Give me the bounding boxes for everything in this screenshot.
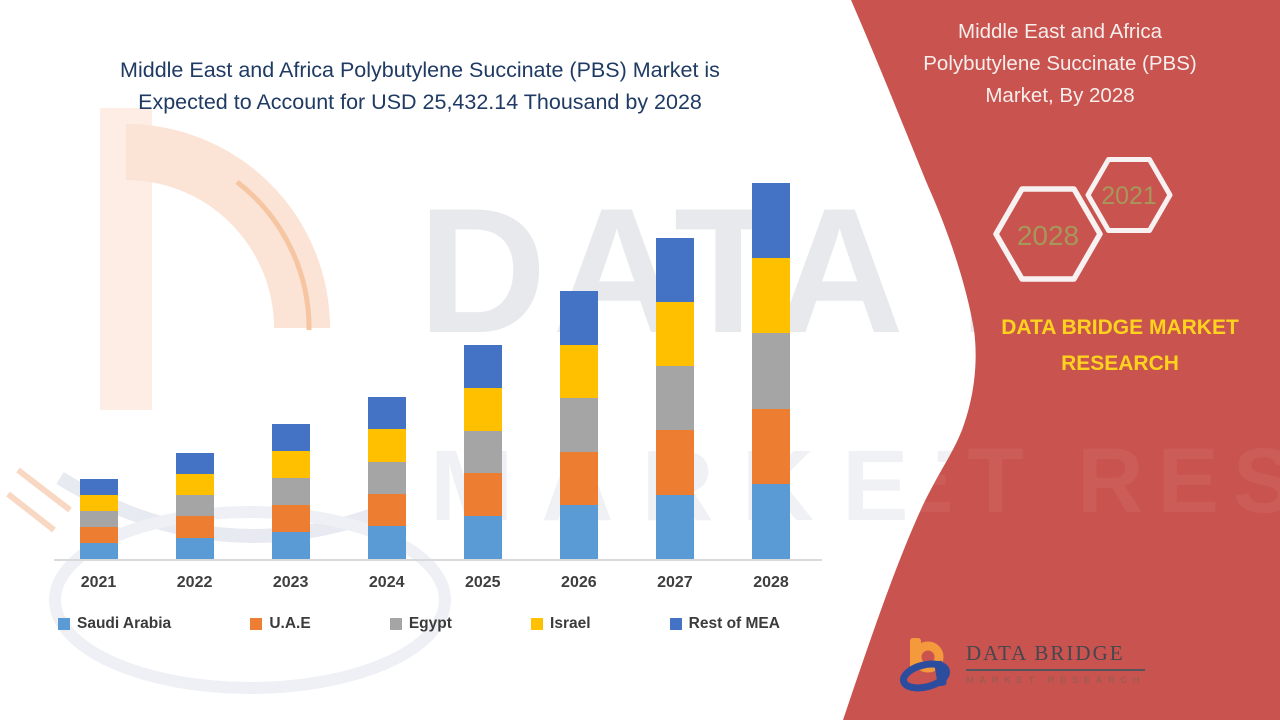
bar-2025-israel	[463, 387, 502, 431]
bar-2028-egypt	[751, 333, 790, 409]
panel-title: Middle East and Africa Polybutylene Succ…	[880, 16, 1240, 111]
bar-2022-rest-of-mea	[175, 452, 214, 475]
bar-2025-egypt	[463, 430, 502, 474]
logo-tagline-text: MARKET RESEARCH	[966, 674, 1146, 686]
bar-2025-saudi-arabia	[463, 516, 502, 559]
x-axis-label-2021: 2021	[80, 574, 117, 591]
bar-2026-saudi-arabia	[559, 505, 598, 559]
legend-item-israel: Israel	[531, 615, 591, 633]
bars-area	[79, 183, 790, 559]
bar-2027-egypt	[655, 366, 694, 431]
legend-label-egypt: Egypt	[408, 615, 452, 632]
bar-2028-u-a-e	[751, 408, 790, 484]
hexagon-2028: 2028	[993, 186, 1103, 282]
logo-brand-text: DATA BRIDGE	[966, 641, 1146, 671]
bar-2022-egypt	[175, 495, 214, 517]
bar-2023-rest-of-mea	[271, 424, 310, 452]
x-axis-label-2025: 2025	[464, 574, 501, 591]
bar-2021-u-a-e	[79, 526, 118, 543]
x-axis-label-2022: 2022	[176, 574, 213, 591]
chart-legend: Saudi Arabia U.A.E Egypt Israel Rest of MEA	[58, 615, 780, 633]
bar-2028-saudi-arabia	[751, 483, 790, 559]
bar-2024-saudi-arabia	[367, 526, 406, 559]
bar-2021-israel	[79, 494, 118, 511]
panel-title-line2: Polybutylene Succinate (PBS)	[923, 51, 1197, 75]
x-axis-label-2024: 2024	[368, 574, 405, 591]
hexagon-2028-label: 2028	[1017, 220, 1079, 251]
brand-caption: DATA BRIDGE MARKET RESEARCH	[1001, 316, 1239, 375]
legend-label-israel: Israel	[550, 615, 591, 632]
bar-2021-rest-of-mea	[79, 479, 118, 495]
legend-marker-u-a-e	[250, 618, 263, 630]
data-bridge-logo: DATA BRIDGE MARKET RESEARCH	[898, 634, 1146, 692]
bar-2022-saudi-arabia	[175, 537, 214, 559]
bar-2027-u-a-e	[655, 430, 694, 495]
bar-2023-saudi-arabia	[271, 531, 310, 559]
bar-2024-egypt	[367, 461, 406, 495]
chart-title-line1: Middle East and Africa Polybutylene Succ…	[120, 58, 720, 82]
legend-marker-rest-of-mea	[669, 618, 682, 630]
chart-title: Middle East and Africa Polybutylene Succ…	[40, 54, 800, 119]
bar-2028-rest-of-mea	[751, 183, 790, 259]
bar-2023-u-a-e	[271, 504, 310, 532]
bar-2023-egypt	[271, 477, 310, 505]
legend-label-saudi-arabia: Saudi Arabia	[77, 615, 172, 632]
bar-2028-israel	[751, 258, 790, 334]
panel-title-line3: Market, By 2028	[985, 83, 1135, 107]
x-axis-label-2023: 2023	[272, 574, 309, 591]
bar-2024-rest-of-mea	[367, 396, 406, 430]
stacked-bar-chart: Middle East and Africa Polybutylene Succ…	[40, 54, 822, 633]
bar-2021-saudi-arabia	[79, 542, 118, 559]
chart-title-line2: Expected to Account for USD 25,432.14 Th…	[138, 90, 702, 115]
x-axis-line	[54, 559, 822, 561]
legend-marker-israel	[531, 618, 544, 630]
bar-2027-israel	[655, 302, 694, 367]
bar-2022-u-a-e	[175, 516, 214, 538]
data-bridge-logo-icon	[898, 634, 956, 692]
x-axis-label-2028: 2028	[753, 574, 789, 591]
legend-label-rest-of-mea: Rest of MEA	[688, 615, 780, 632]
bar-2023-israel	[271, 451, 310, 478]
bar-2025-rest-of-mea	[463, 344, 502, 388]
bar-2026-egypt	[559, 398, 598, 452]
legend-item-saudi-arabia: Saudi Arabia	[58, 615, 171, 633]
bar-2026-israel	[559, 344, 598, 399]
x-axis-label-2027: 2027	[657, 574, 693, 591]
bar-2026-u-a-e	[559, 451, 598, 506]
hexagon-2021-label: 2021	[1101, 182, 1157, 210]
bar-2024-israel	[367, 429, 406, 462]
bar-2024-u-a-e	[367, 494, 406, 527]
x-axis-label-2026: 2026	[561, 574, 597, 591]
hexagon-2028-outline	[993, 186, 1103, 282]
legend-item-egypt: Egypt	[389, 615, 452, 633]
bar-2026-rest-of-mea	[559, 290, 598, 345]
legend-item-rest-of-mea: Rest of MEA	[669, 615, 780, 633]
bar-2025-u-a-e	[463, 473, 502, 517]
bar-2027-rest-of-mea	[655, 237, 694, 303]
legend-marker-egypt	[389, 618, 402, 630]
legend-marker-saudi-arabia	[58, 618, 70, 630]
legend-item-u-a-e: U.A.E	[250, 615, 311, 633]
panel-title-line1: Middle East and Africa	[958, 20, 1162, 43]
bar-2022-israel	[175, 474, 214, 496]
hexagon-2021-outline	[1085, 157, 1173, 233]
legend-label-u-a-e: U.A.E	[269, 615, 311, 632]
bar-2021-egypt	[79, 510, 118, 527]
bar-2027-saudi-arabia	[655, 494, 694, 559]
hexagon-2021: 2021	[1085, 157, 1173, 233]
